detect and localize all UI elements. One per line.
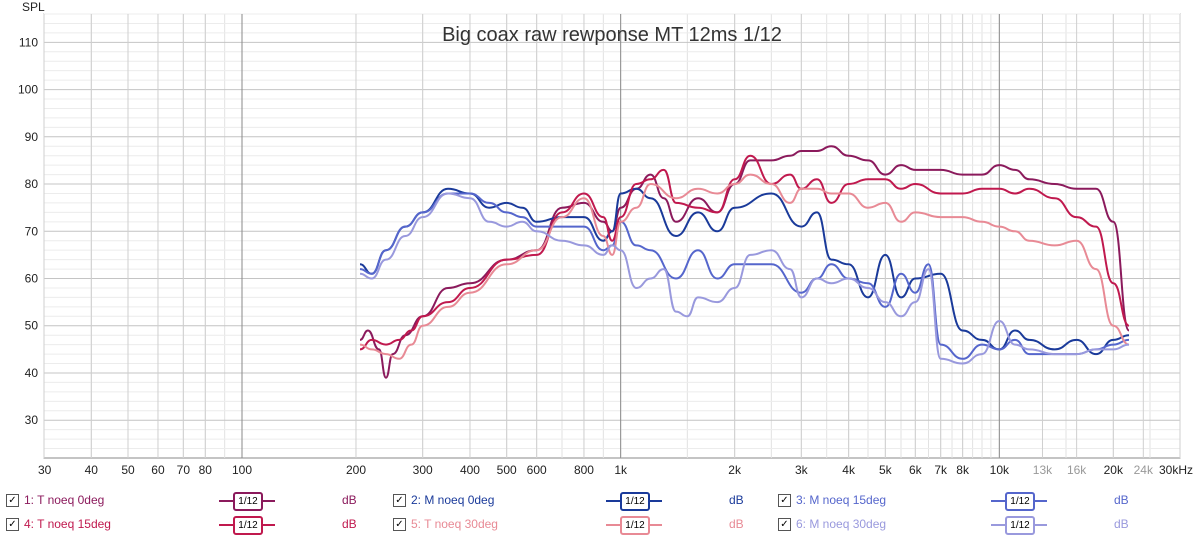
x-tick-label: 70 xyxy=(177,463,191,477)
smoothing-label: 1/12 xyxy=(1005,492,1035,511)
legend-unit: dB xyxy=(342,493,357,507)
legend-checkbox[interactable]: ✓ xyxy=(778,494,791,507)
smoothing-button[interactable]: 1/12 xyxy=(606,515,662,535)
legend-label: 3: M noeq 15deg xyxy=(796,493,887,507)
smoothing-button[interactable]: 1/12 xyxy=(219,515,275,535)
spl-chart: 30 40 50 60 70 80 100 200 300 400 500 600 800 1k 2k 3k 4… xyxy=(17,0,1194,477)
y-tick-label: 110 xyxy=(19,35,38,49)
x-tick-label: 2k xyxy=(728,463,742,477)
x-tick-label: 4k xyxy=(842,463,856,477)
series-line-6 xyxy=(359,192,1130,365)
legend-label: 4: T noeq 15deg xyxy=(24,517,111,531)
chart-title: Big coax raw rewponse MT 12ms 1/12 xyxy=(442,24,782,46)
legend-item: ✓ 4: T noeq 15deg 1/12 dB xyxy=(6,516,366,536)
legend-item: ✓ 1: T noeq 0deg 1/12 dB xyxy=(6,492,366,512)
y-tick-label: 90 xyxy=(25,130,39,144)
y-tick-label: 100 xyxy=(18,83,38,97)
x-tick-label: 80 xyxy=(199,463,213,477)
x-tick-label: 100 xyxy=(232,463,252,477)
x-tick-label: 10k xyxy=(990,463,1010,477)
legend-checkbox[interactable]: ✓ xyxy=(778,518,791,531)
legend-item: ✓ 3: M noeq 15deg 1/12 dB xyxy=(778,492,1138,512)
x-tick-label: 1k xyxy=(614,463,628,477)
y-tick-label: 60 xyxy=(25,272,39,286)
series-line-4 xyxy=(359,154,1130,351)
legend-checkbox[interactable]: ✓ xyxy=(393,494,406,507)
smoothing-label: 1/12 xyxy=(233,492,263,511)
x-tick-label: 500 xyxy=(497,463,517,477)
x-tick-label: 400 xyxy=(460,463,480,477)
x-tick-label: 300 xyxy=(413,463,433,477)
x-tick-label: 30 xyxy=(38,463,52,477)
legend-unit: dB xyxy=(729,517,744,531)
y-tick-label: 40 xyxy=(25,366,39,380)
x-tick-label: 60 xyxy=(151,463,165,477)
x-tick-label: 40 xyxy=(85,463,99,477)
x-tick-label: 6k xyxy=(909,463,923,477)
smoothing-button[interactable]: 1/12 xyxy=(991,515,1047,535)
smoothing-button[interactable]: 1/12 xyxy=(991,491,1047,511)
legend-checkbox[interactable]: ✓ xyxy=(6,494,19,507)
legend-unit: dB xyxy=(342,517,357,531)
x-tick-label: 5k xyxy=(879,463,893,477)
legend-unit: dB xyxy=(729,493,744,507)
x-tick-label: 800 xyxy=(574,463,594,477)
x-tick-label: 3k xyxy=(795,463,809,477)
y-axis-label: SPL xyxy=(22,0,45,14)
series-line-3 xyxy=(359,192,1130,360)
y-tick-label: 50 xyxy=(25,319,39,333)
legend-item: ✓ 5: T noeq 30deg 1/12 dB xyxy=(393,516,753,536)
legend-unit: dB xyxy=(1114,517,1129,531)
smoothing-button[interactable]: 1/12 xyxy=(606,491,662,511)
x-tick-label: 13k xyxy=(1033,463,1053,477)
x-tick-label: 16k xyxy=(1067,463,1087,477)
smoothing-label: 1/12 xyxy=(233,516,263,535)
x-tick-label: 24k xyxy=(1134,463,1154,477)
legend-label: 2: M noeq 0deg xyxy=(411,493,495,507)
legend-label: 1: T noeq 0deg xyxy=(24,493,105,507)
legend-label: 5: T noeq 30deg xyxy=(411,517,498,531)
series-line-5 xyxy=(359,173,1130,360)
legend-unit: dB xyxy=(1114,493,1129,507)
y-tick-label: 80 xyxy=(25,177,39,191)
smoothing-label: 1/12 xyxy=(1005,516,1035,535)
x-tick-label: 7k xyxy=(934,463,948,477)
x-tick-label: 30kHz xyxy=(1159,463,1193,477)
x-tick-label: 600 xyxy=(527,463,547,477)
smoothing-button[interactable]: 1/12 xyxy=(219,491,275,511)
y-tick-label: 70 xyxy=(25,224,39,238)
legend-label: 6: M noeq 30deg xyxy=(796,517,887,531)
y-tick-label: 30 xyxy=(25,413,39,427)
legend-checkbox[interactable]: ✓ xyxy=(6,518,19,531)
x-tick-label: 200 xyxy=(346,463,366,477)
x-tick-label: 50 xyxy=(121,463,135,477)
legend: ✓ 1: T noeq 0deg 1/12 dB ✓ 2: M noeq 0deg 1/12… xyxy=(0,488,1200,539)
legend-item: ✓ 6: M noeq 30deg 1/12 dB xyxy=(778,516,1138,536)
x-tick-label: 20k xyxy=(1104,463,1124,477)
x-tick-label: 8k xyxy=(956,463,970,477)
legend-item: ✓ 2: M noeq 0deg 1/12 dB xyxy=(393,492,753,512)
legend-checkbox[interactable]: ✓ xyxy=(393,518,406,531)
smoothing-label: 1/12 xyxy=(620,516,650,535)
smoothing-label: 1/12 xyxy=(620,492,650,511)
